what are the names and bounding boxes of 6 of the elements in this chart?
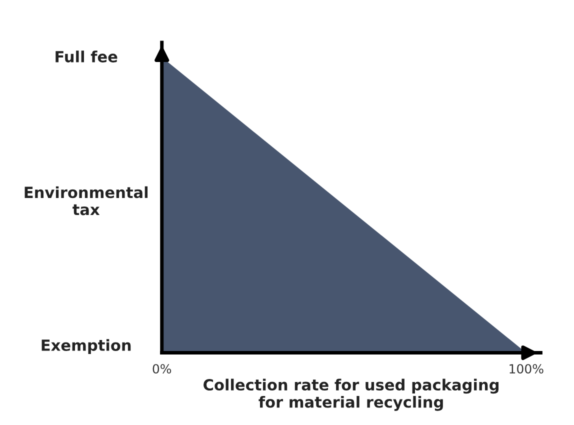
text: Environmental tax [24,186,148,216]
text: Exemption [42,339,131,354]
x-tick-label: 0% [152,364,172,374]
text: Full fee [56,50,118,62]
x-tick-label: 100% [510,364,544,374]
x-axis-title: Collection rate for used packaging for material recycling [204,378,499,411]
